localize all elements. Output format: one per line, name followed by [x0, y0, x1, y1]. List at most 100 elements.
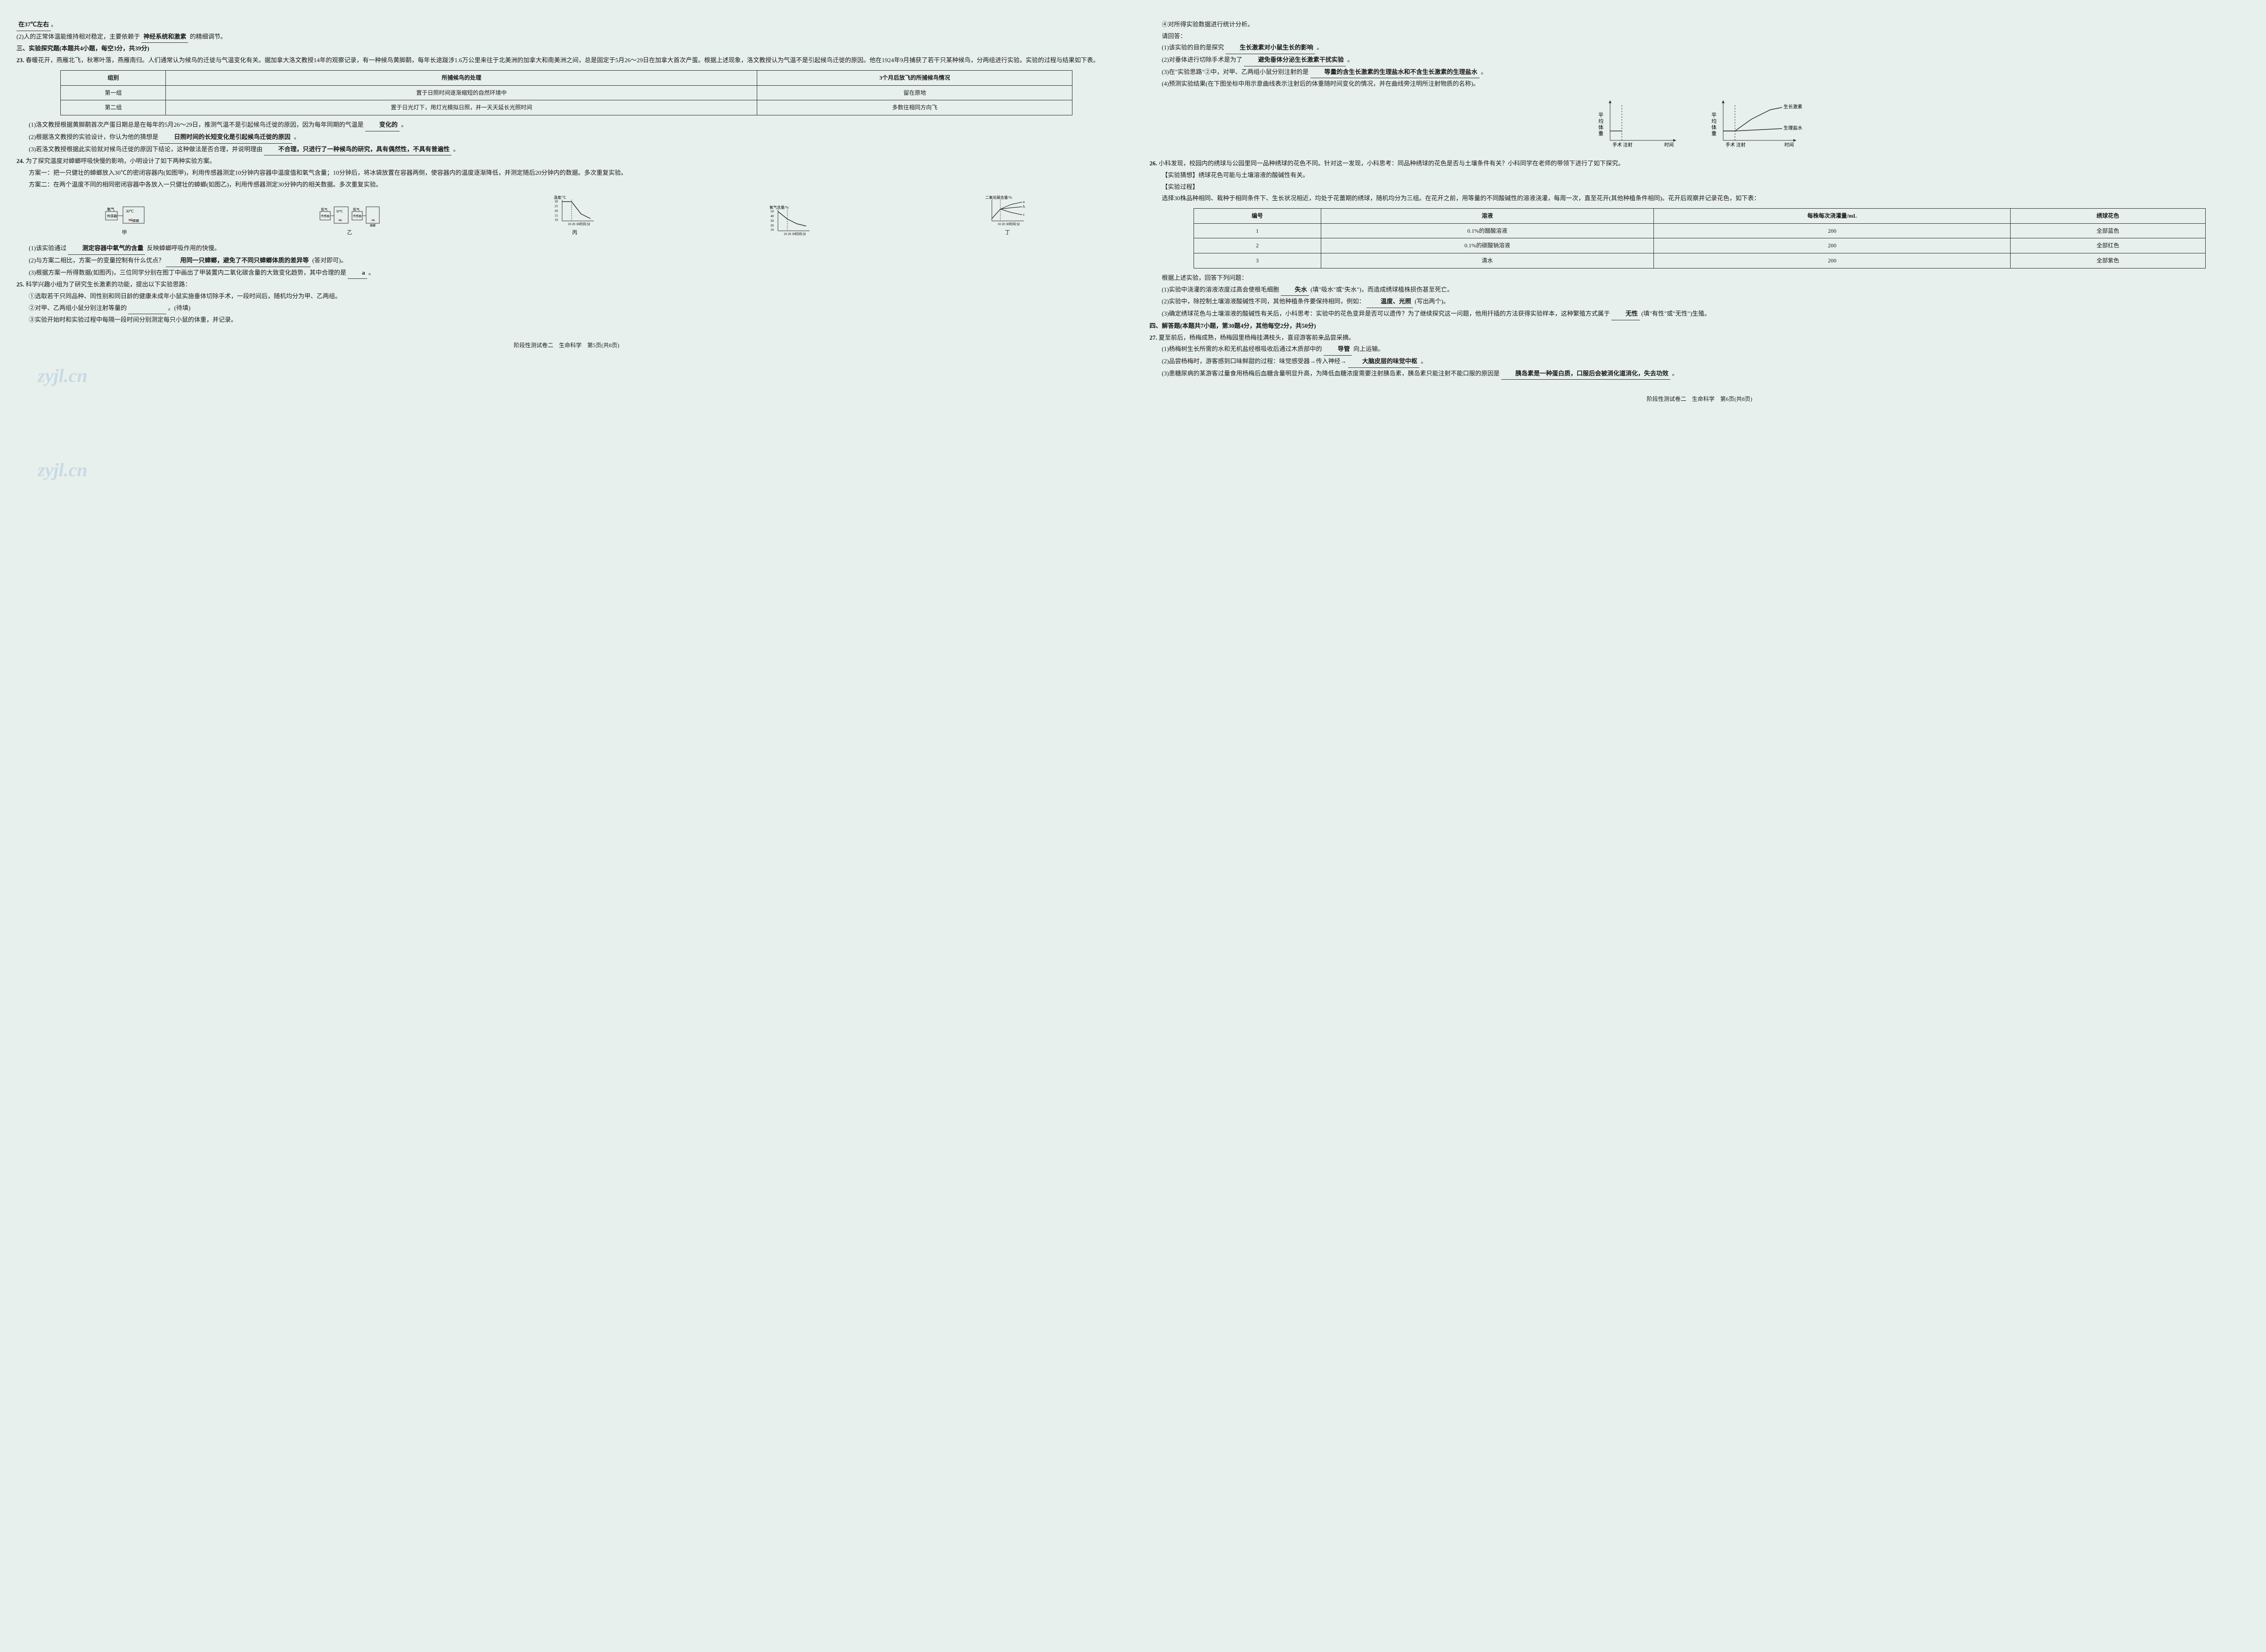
svg-text:手术 注射: 手术 注射: [1726, 142, 1746, 148]
q26-guess-label: 【实验猜想】: [1162, 171, 1199, 179]
q24-2: (2)与方案二相比，方案一的变量控制有什么优点？ 用同一只蟑螂，避免了不同只蟑螂…: [16, 255, 1117, 267]
svg-text:重: 重: [1598, 130, 1603, 137]
q26-r2c2: 200: [1654, 253, 2011, 269]
q26-guess-text: 绣球花色可能与土壤溶液的酸碱性有关。: [1199, 171, 1309, 179]
q25-answer-header: 请回答：: [1150, 31, 2250, 42]
q26-1: (1)实验中浇灌的溶液浓度过高会使根毛细胞 失水 (填"吸水"或"失水")，而造…: [1150, 284, 2250, 296]
q26-num: 26.: [1150, 160, 1157, 167]
q23-1-suffix: 。: [401, 121, 407, 128]
svg-text:二氧化碳含量/%: 二氧化碳含量/%: [985, 195, 1012, 200]
q24-plan1: 方案一：把一只健壮的蟑螂放入30℃的密闭容器内(如图甲)，利用传感器测定10分钟…: [16, 167, 1117, 179]
q25-a3: (3)在"实验思路"②中，对甲、乙两组小鼠分别注射的是 等量的含生长激素的生理盐…: [1150, 66, 2250, 79]
svg-text:50: 50: [770, 210, 774, 213]
label-bing: 丙: [554, 228, 596, 238]
q26-2-answer: 温度、光照: [1366, 296, 1413, 308]
q24-1-suffix: 反映蟑螂呼吸作用的快慢。: [147, 244, 221, 252]
q23-r1c1: 置于日光灯下，用灯光模拟日照，并一天天延长光照时间: [166, 100, 757, 115]
q23-num: 23.: [16, 57, 24, 64]
q27-2-prefix: (2)品尝杨梅时，游客感到口味鲜甜的过程：味觉感受器→传入神经→: [1162, 358, 1347, 365]
q23-text: 春暖花开，燕雁北飞，秋寒叶落，燕雁南归。人们通常认为候鸟的迁徙与气温变化有关。据…: [26, 57, 1099, 64]
q27-2-answer: 大脑皮层的味觉中枢: [1348, 356, 1419, 368]
right-footer: 阶段性测试卷二 生命科学 第6页(共8页): [1150, 394, 2250, 405]
q27-1-prefix: (1)杨梅树生长所需的水和无机盐经根吸收后通过木质部中的: [1162, 345, 1322, 352]
q27-3: (3)患糖尿病的某游客过量食用杨梅后血糖含量明显升高，为降低血糖浓度需要注射胰岛…: [1150, 368, 2250, 380]
svg-text:氧气: 氧气: [107, 207, 115, 212]
q26-r1c0: 2: [1194, 238, 1321, 253]
diagram-bing: 温度/℃ 30 25 20 15 10 10 20 30时间/分 丙: [554, 195, 596, 238]
svg-text:10: 10: [770, 228, 774, 232]
q23-table: 组别 所捕候鸟的处理 3个月后放飞的所捕候鸟情况 第一组 置于日照时间逐渐缩短的…: [60, 70, 1072, 115]
sensor-box-jia: 氧气 传感器 30℃ 🦗 蟑螂: [103, 202, 146, 228]
q25-a1-suffix: 。: [1317, 44, 1323, 51]
svg-text:氧气含量/%: 氧气含量/%: [769, 205, 789, 210]
q25-a4: (4)预测实验结果(在下图坐标中用示意曲线表示注射后的体重随时间变化的情况，并在…: [1150, 78, 2250, 90]
graph-line2-label: 生理盐水: [1783, 125, 1802, 131]
q25-step4: ④对所得实验数据进行统计分析。: [1150, 19, 2250, 31]
watermark-1: zyjl.cn: [38, 358, 88, 394]
q25-a2: (2)对垂体进行切除手术是为了 避免垂体分泌生长激素干扰实验 。: [1150, 54, 2250, 66]
diagram-ding: 二氧化碳含量/% a b c 10 20 30时间/分 丁: [985, 195, 1030, 238]
svg-text:蟑螂: 蟑螂: [370, 224, 376, 228]
q26-3-answer: 无性: [1612, 308, 1640, 320]
q25-a1-prefix: (1)该实验的目的是探究: [1162, 44, 1224, 51]
q23-3-answer: 不合理，只进行了一种候鸟的研究，具有偶然性，不具有普遍性: [264, 144, 451, 156]
diagram-yi: 氧气 传感器 30℃ 🦗 氧气 传感器 🦗 蟑螂 乙: [319, 202, 380, 238]
label-jia: 甲: [103, 228, 146, 238]
q23-3-prefix: (3)若洛文教授根据此实验就对候鸟迁徙的原因下结论，这种做法是否合理，并说明理由: [29, 146, 262, 153]
q26-2-prefix: (2)实验中，除控制土壤溶液酸碱性不同，其他种植条件要保持相同，例如：: [1162, 298, 1365, 305]
q25-a1: (1)该实验的目的是探究 生长激素对小鼠生长的影响 。: [1150, 42, 2250, 54]
svg-text:🦗: 🦗: [338, 218, 343, 222]
svg-text:🦗: 🦗: [371, 218, 376, 222]
q26-3-prefix: (3)确定绣球花色与土壤溶液的酸碱性有关后，小科思考：实验中的花色变异是否可以遗…: [1162, 310, 1610, 317]
svg-text:手术 注射: 手术 注射: [1612, 142, 1633, 148]
q2-2-prefix: (2)人的正常体温能维持相对稳定，主要依赖于: [16, 33, 140, 40]
svg-text:25: 25: [555, 204, 558, 208]
q25-a1-answer: 生长激素对小鼠生长的影响: [1226, 42, 1315, 54]
svg-text:30: 30: [555, 200, 558, 203]
svg-text:10 20 30时间/分: 10 20 30时间/分: [784, 232, 806, 236]
q24-3: (3)根据方案一所得数据(如图丙)，三位同学分别在图丁中画出了甲装置内二氧化碳含…: [16, 267, 1117, 279]
svg-text:15: 15: [555, 214, 558, 218]
q25-step2: ②对甲、乙两组小鼠分别注射等量的 。(待填): [16, 302, 1117, 315]
q26-r0c2: 200: [1654, 223, 2011, 238]
q23-1-answer: 变化的: [365, 119, 400, 131]
chart-bing: 温度/℃ 30 25 20 15 10 10 20 30时间/分: [554, 195, 596, 228]
section-4-header: 四、解答题(本题共7小题，第30题4分，其他每空2分，共50分): [1150, 320, 2250, 332]
svg-text:10 20 30时间/分: 10 20 30时间/分: [568, 222, 590, 226]
q23-th-1: 所捕候鸟的处理: [166, 70, 757, 85]
bing-title: 温度/℃: [554, 195, 566, 200]
q23-1: (1)洛文教授根据黄脚鹬首次产蛋日期总是在每年的5月26～29日，推测气温不是引…: [16, 119, 1117, 131]
section-3-header: 三、实验探究题(本题共4小题，每空3分，共39分): [16, 43, 1117, 55]
q25: 25. 科学兴趣小组为了研究生长激素的功能，提出以下实验思路：: [16, 279, 1117, 291]
svg-text:40: 40: [770, 214, 774, 218]
svg-text:30℃: 30℃: [336, 210, 343, 213]
svg-text:传感器: 传感器: [107, 214, 117, 218]
sensor-box-yi: 氧气 传感器 30℃ 🦗 氧气 传感器 🦗 蟑螂: [319, 202, 380, 228]
q26: 26. 小科发现，校园内的绣球与公园里同一品种绣球的花色不同。针对这一发现，小科…: [1150, 158, 2250, 170]
graph-line1-label: 生长激素: [1783, 104, 1802, 110]
q24-3-answer: a: [348, 267, 367, 279]
svg-text:氧气: 氧气: [353, 207, 360, 212]
q27-text: 夏至前后，杨梅成熟，杨梅园里杨梅挂满枝头，喜迎游客前来品尝采摘。: [1159, 334, 1355, 341]
q25-a3-suffix: 。: [1481, 68, 1487, 75]
q26-r0c0: 1: [1194, 223, 1321, 238]
q27-num: 27.: [1150, 334, 1157, 341]
svg-text:传感器: 传感器: [321, 214, 329, 218]
q26-1-answer: 失水: [1281, 284, 1309, 296]
svg-text:10: 10: [555, 218, 558, 222]
q27-1-suffix: 向上运输。: [1353, 345, 1384, 352]
q24: 24. 为了探究温度对蟑螂呼吸快慢的影响，小明设计了如下两种实验方案。: [16, 155, 1117, 167]
q23-r1c0: 第二组: [61, 100, 166, 115]
svg-text:30℃: 30℃: [126, 209, 134, 213]
q23-r0c2: 留在原地: [757, 85, 1072, 100]
q26-r1c1: 0.1%的碳酸钠溶液: [1321, 238, 1654, 253]
chart-wu: 氧气含量/% 50 40 30 20 10 10 20 30时间/分: [769, 205, 812, 238]
q26-2-suffix: (写出两个)。: [1415, 298, 1449, 305]
q26-r2c3: 全部紫色: [2011, 253, 2205, 269]
q25-s2-prefix: ②对甲、乙两组小鼠分别注射等量的: [29, 304, 127, 311]
q2-2-answer: 神经系统和激素: [141, 31, 188, 43]
chart-ding: 二氧化碳含量/% a b c 10 20 30时间/分: [985, 195, 1030, 228]
q2-2-suffix: 的精细调节。: [190, 33, 227, 40]
q26-3-suffix: (填"有性"或"无性")生殖。: [1641, 310, 1710, 317]
q25-graphs: 平 均 体 重 手术 注射 时间 平 均 体 重 生长激素 生理盐水 手术 注射…: [1150, 96, 2250, 152]
